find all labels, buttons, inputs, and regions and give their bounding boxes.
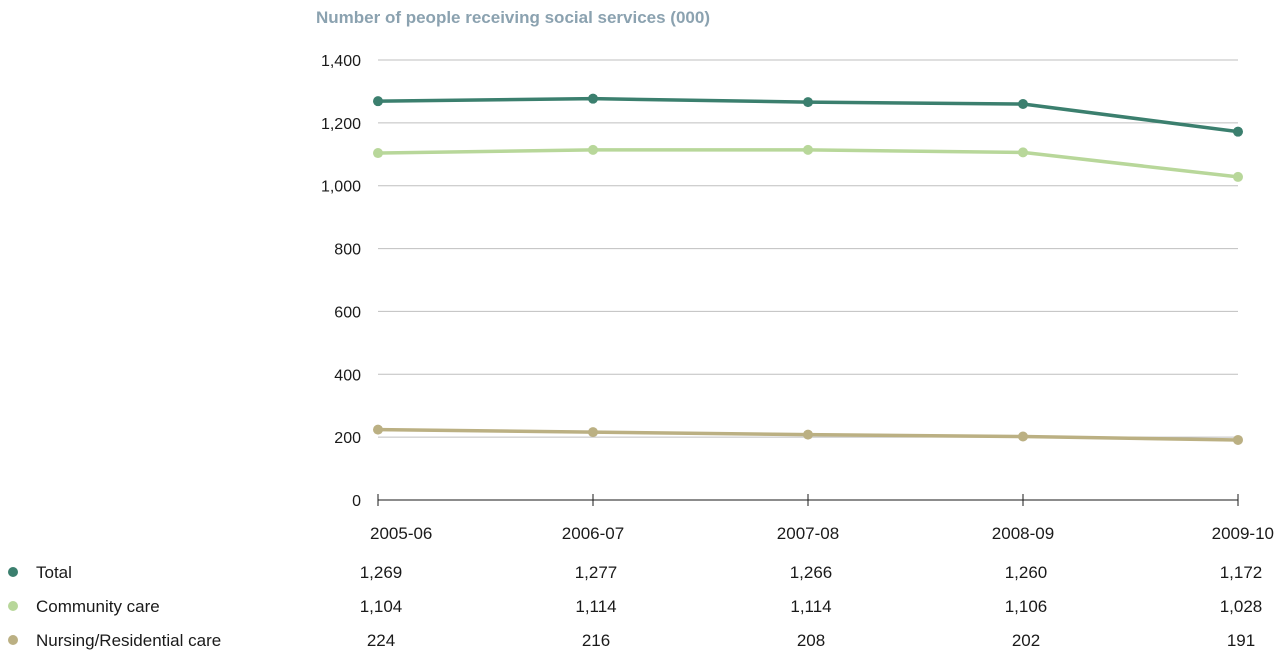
data-label: 1,104 [360, 597, 403, 616]
data-point [803, 429, 813, 440]
data-label: 224 [367, 631, 395, 650]
y-tick-label: 400 [334, 367, 361, 384]
data-point [803, 97, 813, 108]
data-point [1018, 431, 1028, 442]
data-label: 208 [797, 631, 825, 650]
series-lines [373, 93, 1243, 445]
x-tick-label: 2008-09 [992, 524, 1054, 543]
chart-title: Number of people receiving social servic… [316, 8, 710, 27]
y-tick-label: 1,400 [321, 53, 361, 70]
legend-marker [8, 567, 18, 577]
data-point [588, 93, 598, 104]
legend-marker [8, 601, 18, 611]
data-label: 1,028 [1220, 597, 1263, 616]
data-label: 1,260 [1005, 563, 1048, 582]
legend-label: Total [36, 563, 72, 582]
data-point [373, 424, 383, 435]
y-tick-label: 200 [334, 430, 361, 447]
data-label: 202 [1012, 631, 1040, 650]
x-tick-label: 2006-07 [562, 524, 624, 543]
data-label: 1,269 [360, 563, 403, 582]
data-label: 216 [582, 631, 610, 650]
x-tick-label: 2009-10 [1212, 524, 1274, 543]
axes: 0 200 400 600 800 1,000 1,200 1,400 2005-06 2006-… [321, 53, 1274, 543]
x-tick-label: 2005-06 [370, 524, 432, 543]
data-label: 1,114 [790, 597, 831, 616]
data-label: 1,266 [790, 563, 833, 582]
y-tick-label: 600 [334, 304, 361, 321]
data-point [1018, 147, 1028, 158]
x-tick-label: 2007-08 [777, 524, 839, 543]
legend-label: Nursing/Residential care [36, 631, 221, 650]
data-label: 1,106 [1005, 597, 1048, 616]
data-point [373, 96, 383, 107]
data-point [1233, 126, 1243, 137]
y-tick-label: 0 [352, 493, 361, 510]
data-label: 191 [1227, 631, 1255, 650]
data-point [1233, 434, 1243, 445]
data-table: Total 1,269 1,277 1,266 1,260 1,172 Community … [8, 563, 1262, 650]
y-tick-label: 1,200 [321, 116, 361, 133]
data-label: 1,172 [1220, 563, 1263, 582]
data-point [1233, 171, 1243, 182]
legend-label: Community care [36, 597, 160, 616]
data-point [373, 148, 383, 159]
data-label: 1,277 [575, 563, 618, 582]
legend-marker [8, 635, 18, 645]
y-tick-label: 1,000 [321, 179, 361, 196]
data-point [588, 427, 598, 438]
data-point [803, 144, 813, 155]
data-point [588, 144, 598, 155]
y-tick-label: 800 [334, 242, 361, 259]
data-point [1018, 99, 1028, 109]
data-label: 1,114 [575, 597, 616, 616]
